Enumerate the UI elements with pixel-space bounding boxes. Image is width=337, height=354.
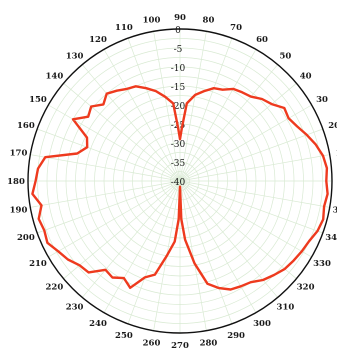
angle-tick-label: 30 bbox=[316, 95, 328, 105]
grid-spoke bbox=[103, 49, 181, 182]
radial-tick-label: -40 bbox=[171, 178, 186, 188]
radial-tick-label: -20 bbox=[171, 102, 186, 112]
grid-spoke bbox=[63, 83, 181, 182]
grid-spoke bbox=[30, 180, 181, 208]
angle-tick-label: 210 bbox=[29, 259, 47, 269]
radial-tick-label: 0 bbox=[175, 26, 181, 36]
angle-tick-label: 190 bbox=[10, 205, 28, 215]
angle-tick-label: 220 bbox=[45, 282, 63, 292]
grid-spoke bbox=[179, 180, 233, 324]
angle-tick-label: 130 bbox=[66, 51, 84, 61]
angle-tick-label: 90 bbox=[174, 13, 186, 23]
grid-spoke bbox=[179, 31, 207, 182]
angle-tick-label: 330 bbox=[313, 259, 331, 269]
grid-spoke bbox=[127, 180, 181, 324]
grid-spoke bbox=[37, 180, 181, 234]
radial-tick-label: -10 bbox=[171, 64, 186, 74]
angle-tick-label: 50 bbox=[279, 51, 291, 61]
angle-tick-label: 60 bbox=[256, 35, 268, 45]
grid-spoke bbox=[127, 38, 181, 182]
angle-tick-label: 140 bbox=[45, 72, 63, 82]
grid-spoke bbox=[82, 180, 181, 298]
grid-spoke bbox=[153, 31, 181, 182]
angle-tick-label: 230 bbox=[66, 303, 84, 313]
angle-tick-label: 170 bbox=[10, 149, 28, 159]
angle-tick-label: 110 bbox=[115, 23, 133, 33]
angle-tick-label: 260 bbox=[143, 339, 161, 349]
angle-tick-label: 340 bbox=[325, 233, 337, 243]
grid-spoke bbox=[179, 38, 233, 182]
grid-spoke bbox=[179, 49, 257, 182]
grid-spoke bbox=[63, 180, 181, 279]
angle-tick-label: 200 bbox=[17, 233, 35, 243]
outer-ring bbox=[27, 28, 333, 334]
radial-tick-label: -15 bbox=[171, 83, 186, 93]
grid-spoke bbox=[30, 154, 181, 182]
grid-spoke bbox=[179, 180, 323, 234]
angle-tick-label: 120 bbox=[89, 35, 107, 45]
grid-spoke bbox=[179, 180, 312, 258]
angle-tick-label: 280 bbox=[200, 339, 218, 349]
radial-tick-label: -30 bbox=[171, 140, 186, 150]
angle-tick-labels: 0 10 20 30 40 50 60 70 80 90 100 110 120 130 140 150 160… bbox=[7, 13, 337, 351]
series-layer bbox=[31, 85, 329, 291]
grid-spoke bbox=[179, 104, 312, 182]
angle-tick-label: 150 bbox=[29, 95, 47, 105]
radial-tick-label: -5 bbox=[174, 45, 183, 55]
angle-tick-label: 100 bbox=[143, 15, 161, 25]
angle-tick-label: 300 bbox=[253, 319, 271, 329]
angle-tick-label: 20 bbox=[328, 121, 337, 131]
grid-spoke bbox=[179, 180, 330, 208]
grid-spoke bbox=[179, 180, 207, 331]
polar-grid bbox=[27, 28, 333, 334]
grid-spoke bbox=[48, 180, 181, 258]
angle-tick-label: 350 bbox=[333, 205, 337, 215]
grid-spoke bbox=[48, 104, 181, 182]
angle-tick-label: 290 bbox=[227, 331, 245, 341]
angle-tick-label: 270 bbox=[171, 341, 189, 351]
angle-tick-label: 160 bbox=[17, 121, 35, 131]
grid-spoke bbox=[179, 180, 297, 279]
grid-spoke bbox=[37, 128, 181, 182]
angle-tick-label: 80 bbox=[203, 15, 215, 25]
radial-tick-label: -35 bbox=[171, 159, 186, 169]
angle-tick-label: 240 bbox=[89, 319, 107, 329]
grid-spoke bbox=[179, 180, 278, 298]
angle-tick-label: 250 bbox=[115, 331, 133, 341]
grid-spoke bbox=[179, 128, 323, 182]
angle-tick-label: 180 bbox=[7, 177, 25, 187]
grid-spoke bbox=[179, 154, 330, 182]
grid-spoke bbox=[179, 64, 278, 182]
angle-tick-label: 310 bbox=[277, 303, 295, 313]
angle-tick-label: 320 bbox=[297, 282, 315, 292]
grid-spoke bbox=[103, 180, 181, 313]
series-trace-0 bbox=[31, 85, 329, 291]
grid-spoke bbox=[179, 180, 257, 313]
angle-tick-label: 70 bbox=[230, 23, 242, 33]
angle-tick-label: 10 bbox=[336, 149, 337, 159]
grid-spoke bbox=[179, 83, 297, 182]
angle-tick-label: 40 bbox=[300, 72, 312, 82]
grid-spoke bbox=[82, 64, 181, 182]
